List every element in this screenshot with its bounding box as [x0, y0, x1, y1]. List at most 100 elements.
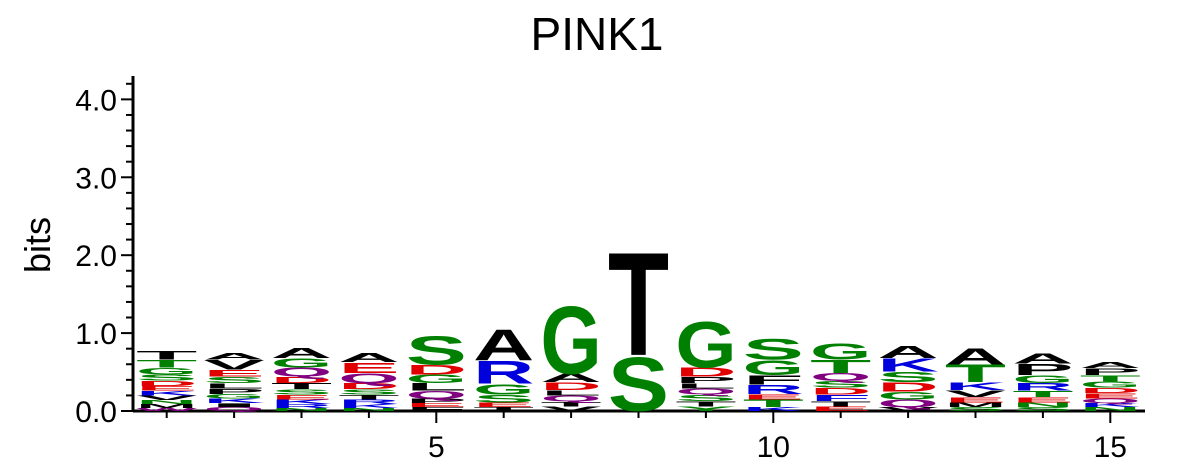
logo-letter: L [204, 382, 265, 390]
logo-letter: Q [271, 365, 332, 379]
logo-letter: G [878, 390, 939, 402]
x-tick-label: 10 [757, 431, 790, 464]
logo-letter: K [878, 355, 939, 375]
logo-letter: R [338, 398, 399, 405]
logo-letter: S [608, 342, 669, 428]
y-tick-label: 3.0 [75, 162, 117, 195]
y-tick-label: 1.0 [75, 318, 117, 351]
logo-letter: E [473, 401, 534, 408]
logo-letter: S [204, 375, 265, 385]
y-axis: 0.0 1.0 2.0 3.0 4.0 [75, 76, 135, 429]
logo-letter: R [271, 403, 332, 409]
logo-letter: V [204, 357, 265, 373]
logo-letter: D [675, 365, 736, 379]
logo-letter: F [406, 406, 467, 412]
logo-letter: F [743, 373, 804, 387]
logo-letter: D [810, 386, 871, 397]
logo-letter: T [136, 349, 197, 362]
chart-title: PINK1 [531, 8, 664, 60]
logo-letter: N [1012, 401, 1073, 408]
y-axis-label: bits [17, 217, 58, 273]
logo-letter: T [1080, 374, 1141, 384]
logo-letter: R [1012, 381, 1073, 393]
logo-letter: D [271, 375, 332, 385]
logo-letter: S [675, 393, 736, 403]
logo-letter: A [271, 345, 332, 362]
logo-letter: L [675, 382, 736, 390]
logo-letter: S [406, 328, 467, 373]
logo-letter: T [810, 400, 871, 408]
logo-letter: P [406, 397, 467, 404]
logo-letter: A [204, 351, 265, 362]
logo-letter: T [473, 406, 534, 412]
logo-letter: S [136, 373, 197, 383]
logo-letter: G [1080, 380, 1141, 390]
logo-letter: R [743, 382, 804, 396]
logo-letter: A [1080, 360, 1141, 370]
logo-letter: F [810, 393, 871, 403]
logo-letter: N [1080, 406, 1141, 412]
logo-letter: D [878, 380, 939, 394]
logo-letter: G [136, 366, 197, 377]
logo-letter: E [136, 385, 197, 392]
logo-letter: T [271, 381, 332, 391]
logo-letter: L [541, 389, 602, 397]
logo-letter: K [1080, 402, 1141, 408]
logo-letter: E [204, 368, 265, 379]
logo-letter: E [1080, 392, 1141, 400]
logo-letter: K [338, 403, 399, 409]
logo-letter: S [743, 333, 804, 366]
logo-letter: S [810, 379, 871, 390]
logo-letter: M [136, 403, 197, 409]
logo-letter: Q [541, 394, 602, 404]
logo-letter: G [406, 372, 467, 385]
logo-letter: K [271, 398, 332, 405]
logo-letter: Q [675, 387, 736, 397]
y-tick-label: 0.0 [75, 396, 117, 429]
logo-letter: S [338, 388, 399, 396]
logo-letter: T [541, 401, 602, 408]
logo-letter: V [878, 406, 939, 412]
logo-letter: P [204, 387, 265, 395]
logo-letter: T [608, 223, 669, 387]
logo-letter: A [945, 343, 1006, 369]
logo-letter: G [473, 381, 534, 398]
logo-letter: M [945, 401, 1006, 408]
logo-letter: G [810, 339, 871, 365]
logo-letter: K [136, 390, 197, 397]
logo-letter: D [338, 381, 399, 391]
logo-letter: R [473, 355, 534, 391]
logo-letter: T [945, 360, 1006, 387]
logo-letter: T [675, 400, 736, 408]
logo-letter: P [675, 375, 736, 385]
logo-letter: Q [406, 389, 467, 401]
logo-letter: E [1012, 396, 1073, 404]
logo-letter: Q [878, 397, 939, 409]
logo-letter: T [338, 394, 399, 401]
logo-letter: N [338, 407, 399, 412]
logo-letter: Q [810, 371, 871, 383]
x-tick-label: 15 [1094, 431, 1127, 464]
logo-letter: W [136, 407, 197, 412]
logo-letter: K [743, 406, 804, 412]
logo-letter: E [271, 394, 332, 401]
logo-letter: Q [1080, 397, 1141, 404]
logo-letter: S [473, 393, 534, 405]
y-tick-label: 4.0 [75, 84, 117, 117]
letter-stack: ST [608, 223, 669, 428]
logo-letter: G [1012, 373, 1073, 385]
logo-letter: T [1012, 389, 1073, 399]
x-axis: 5 10 15 [133, 409, 1145, 464]
logo-letter: A [541, 371, 602, 384]
logo-letter: A [338, 350, 399, 364]
logo-letter: E [338, 360, 399, 377]
